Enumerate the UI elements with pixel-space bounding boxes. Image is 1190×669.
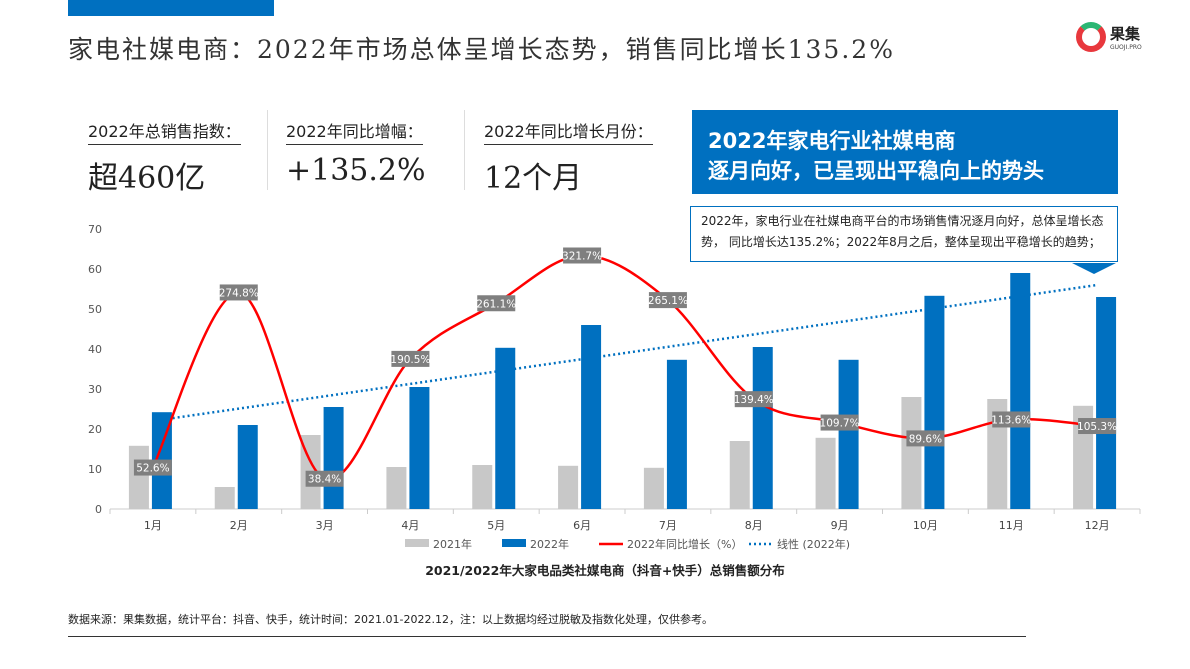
kpi-value: +135.2% [286,153,426,188]
bar-2021 [815,437,836,509]
kpi-value: 12个月 [484,161,583,196]
logo: 果集 GUOJI.PRO [1076,22,1142,52]
growth-label: 113.6% [991,414,1031,426]
callout-box: 2022年家电行业社媒电商逐月向好，已呈现出平稳向上的势头 [692,110,1118,194]
growth-label-bg [734,391,773,408]
kpi-label: 2022年同比增长月份： [484,118,653,145]
x-tick-label: 11月 [999,519,1024,532]
footer-divider [68,636,1026,637]
growth-label: 38.4% [308,474,341,486]
growth-label-bg [992,411,1031,428]
x-tick-label: 1月 [144,519,162,532]
kpi-value: 超460亿 [88,161,206,196]
kpi-yoy-growth: 2022年同比增幅： +135.2% [286,118,426,188]
y-tick-label: 50 [88,303,102,316]
header-accent-bar [68,0,274,16]
growth-label: 265.1% [648,295,688,307]
page-title: 家电社媒电商：2022年市场总体呈增长态势，销售同比增长135.2% [68,35,895,64]
x-tick-label: 5月 [487,519,505,532]
bar-2021 [128,445,149,509]
bar-2021 [558,465,579,509]
growth-label-bg [563,247,602,264]
x-tick-label: 9月 [831,519,849,532]
legend-swatch [405,539,429,547]
x-tick-label: 6月 [573,519,591,532]
y-tick-label: 20 [88,423,102,436]
bar-2021 [386,467,407,509]
chart-title: 2021/2022年大家电品类社媒电商（抖音+快手）总销售额分布 [425,563,785,578]
bar-2022 [752,347,773,509]
bar-2022 [237,425,258,509]
legend-label: 2022年 [530,537,569,551]
divider [464,110,465,190]
divider [267,110,268,190]
x-tick-label: 12月 [1085,519,1110,532]
kpi-total-sales: 2022年总销售指数： 超460亿 [88,118,241,197]
legend-label: 2021年 [433,537,472,551]
legend-label: 2022年同比增长（%） [627,537,742,551]
bar-2022 [1010,273,1031,509]
bar-2022 [924,295,945,509]
growth-label-bg [391,350,430,367]
legend-label: 线性 (2022年) [777,537,850,551]
growth-label-bg [906,430,945,447]
source-note: 数据来源：果集数据，统计平台：抖音、快手，统计时间：2021.01-2022.1… [68,613,713,626]
growth-label-bg [820,414,859,431]
x-tick-label: 7月 [659,519,677,532]
growth-line [151,254,1098,481]
bar-2022 [581,325,602,509]
logo-text: 果集 [1110,25,1141,43]
growth-label: 89.6% [909,433,942,445]
y-tick-label: 10 [88,463,102,476]
y-tick-label: 0 [95,503,102,516]
bar-2022 [323,407,344,509]
growth-label-bg [648,292,687,309]
growth-label: 105.3% [1077,421,1117,433]
growth-label-bg [1078,418,1117,435]
x-tick-label: 8月 [745,519,763,532]
bar-2021 [901,397,922,509]
bar-2022 [838,359,859,509]
x-tick-label: 4月 [401,519,419,532]
growth-label: 139.4% [734,394,774,406]
logo-sub: GUOJI.PRO [1110,44,1142,51]
x-tick-label: 3月 [316,519,334,532]
kpi-label: 2022年同比增幅： [286,118,423,145]
growth-label: 261.1% [476,298,516,310]
bar-2022 [495,347,516,509]
y-tick-label: 70 [88,223,102,236]
y-tick-label: 60 [88,263,102,276]
growth-label: 321.7% [562,251,602,263]
trend-line [152,283,1098,423]
bar-2022 [409,387,430,509]
bar-2022 [1096,297,1117,509]
bar-2021 [472,465,493,509]
growth-label-bg [477,295,516,312]
legend-swatch [502,539,526,547]
growth-label: 109.7% [820,418,860,430]
x-tick-label: 2月 [230,519,248,532]
bar-2022 [666,359,687,509]
bar-2021 [214,487,235,509]
bar-2021 [729,441,750,509]
bar-2021 [643,467,664,509]
kpi-label: 2022年总销售指数： [88,118,241,145]
growth-label-bg [133,459,172,476]
growth-label: 52.6% [136,463,169,475]
pointer-triangle [1072,263,1116,274]
growth-label-bg [305,470,344,487]
kpi-growth-months: 2022年同比增长月份： 12个月 [484,118,653,197]
callout-line2: 逐月向好，已呈现出平稳向上的势头 [708,159,1044,183]
y-tick-label: 30 [88,383,102,396]
y-tick-label: 40 [88,343,102,356]
growth-label-bg [219,284,258,301]
callout-line1: 2022年家电行业社媒电商 [708,129,956,153]
growth-label: 190.5% [390,354,430,366]
growth-label: 274.8% [219,287,259,299]
x-tick-label: 10月 [913,519,938,532]
callout-note: 2022年，家电行业在社媒电商平台的市场销售情况逐月向好，总体呈增长态势， 同比… [690,206,1118,262]
logo-icon [1076,22,1106,52]
